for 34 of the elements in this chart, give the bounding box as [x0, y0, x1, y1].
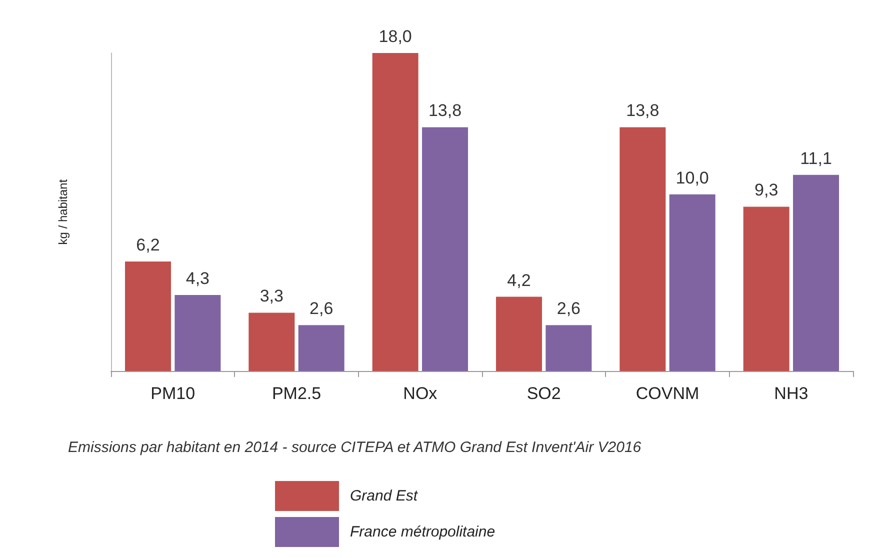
data-label: 9,3 [754, 180, 778, 200]
data-label: 18,0 [378, 27, 412, 46]
bar [248, 312, 295, 371]
bar [496, 296, 542, 371]
x-tick-label: SO2 [526, 384, 561, 403]
data-label: 13,8 [428, 101, 462, 120]
data-label: 2,6 [556, 299, 580, 318]
legend-label: France métropolitaine [350, 524, 496, 540]
bar [372, 53, 418, 371]
data-label: 4,2 [507, 270, 531, 290]
x-tick-label: NOx [403, 384, 438, 403]
bar [298, 325, 344, 371]
bar [546, 325, 592, 371]
data-label: 6,2 [136, 235, 160, 254]
data-label: 13,8 [626, 101, 660, 120]
bar [669, 194, 716, 371]
text: Emissions par habitant en 2014 - source CITEPA et ATMO Grand Est Invent'Air V2016 [68, 439, 642, 456]
bar [793, 174, 840, 371]
x-tick-label: COVNM [636, 384, 700, 403]
bar [174, 295, 221, 371]
bar [620, 127, 666, 371]
x-tick-label: PM10 [150, 384, 196, 403]
x-tick-label: PM2.5 [272, 384, 322, 403]
bar [124, 261, 171, 371]
x-tick-label: NH3 [774, 384, 808, 403]
data-label: 10,0 [676, 168, 709, 188]
bar [422, 127, 468, 371]
bar [743, 206, 790, 371]
data-label: 2,6 [310, 299, 334, 318]
data-label: 11,1 [800, 148, 832, 168]
data-label: 4,3 [186, 269, 210, 288]
data-label: 3,3 [260, 286, 284, 306]
y-axis-title: kg / habitant [56, 178, 70, 245]
legend-label: Grand Est [350, 488, 418, 504]
